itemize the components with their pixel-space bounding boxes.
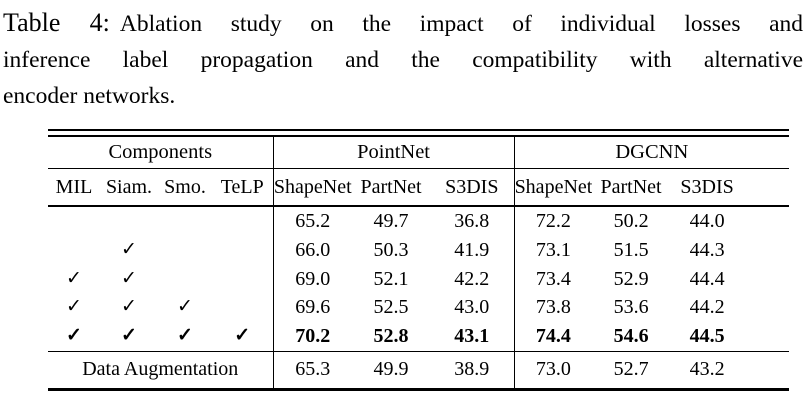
- data-augmentation-row: Data Augmentation 65.3 49.9 38.9 73.0 52…: [48, 351, 789, 390]
- check-cell: ✓: [121, 296, 137, 318]
- caption-text-line-2: inference label propagation and the comp…: [3, 47, 803, 73]
- check-cell: ✓: [212, 322, 274, 352]
- value-cell: 44.3: [689, 238, 725, 261]
- ablation-row-1: 65.2 49.7 36.8 72.2 50.2 44.0: [48, 206, 789, 236]
- data-augmentation-label: Data Augmentation: [48, 351, 274, 390]
- check-cell: ✓: [158, 322, 212, 352]
- value-cell: 53.6: [613, 296, 649, 319]
- ablation-row-2: ✓ 66.0 50.3 41.9 73.1 51.5 44.3: [48, 235, 789, 265]
- col-header-telp: TeLP: [212, 168, 274, 207]
- value-cell: 50.2: [613, 210, 649, 232]
- caption-text-line-1: Ablation study on the impact of individu…: [119, 11, 804, 37]
- value-cell: 51.5: [613, 238, 649, 261]
- value-cell: 69.0: [295, 267, 331, 290]
- value-cell: 44.2: [689, 296, 725, 319]
- check-cell: ✓: [177, 296, 193, 318]
- col-header-pointnet-partnet: PartNet: [352, 168, 431, 207]
- group-header-dgcnn: DGCNN: [514, 137, 790, 169]
- value-cell: 73.4: [535, 267, 571, 290]
- check-cell: ✓: [66, 296, 82, 318]
- caption-line-3: encoder networks.: [3, 78, 803, 114]
- value-cell: 44.5: [670, 322, 790, 352]
- value-cell: 72.2: [535, 210, 571, 232]
- check-cell: ✓: [66, 267, 82, 289]
- group-header-row: Components PointNet DGCNN: [48, 137, 790, 169]
- check-cell: ✓: [48, 322, 100, 352]
- table-top-double-rule: [48, 129, 789, 137]
- group-header-pointnet: PointNet: [273, 137, 515, 169]
- value-cell: 69.6: [295, 296, 331, 319]
- value-cell: 49.7: [373, 210, 409, 232]
- table-container: Components PointNet DGCNN MIL Siam. Smo.…: [48, 129, 790, 391]
- check-cell: [158, 265, 212, 294]
- col-header-mil: MIL: [48, 168, 100, 207]
- check-cell: [158, 236, 212, 265]
- value-cell: 36.8: [430, 206, 515, 236]
- group-header-components: Components: [48, 137, 274, 169]
- check-cell: [212, 235, 274, 265]
- value-cell: 54.6: [592, 322, 671, 352]
- ablation-table: Components PointNet DGCNN MIL Siam. Smo.…: [48, 137, 790, 391]
- value-cell: 73.8: [535, 296, 571, 319]
- table-caption: Table 4: Ablation study on the impact of …: [0, 5, 803, 114]
- check-cell: ✓: [100, 322, 158, 352]
- caption-text-line-3: encoder networks.: [3, 83, 176, 109]
- value-cell: 41.9: [430, 235, 515, 265]
- value-cell: 65.2: [295, 210, 331, 232]
- value-cell: 70.2: [273, 322, 353, 352]
- ablation-row-3: ✓ ✓ 69.0 52.1 42.2 73.4 52.9 44.4: [48, 264, 789, 294]
- value-cell: 52.1: [373, 267, 409, 290]
- col-header-pointnet-shapenet: ShapeNet: [273, 168, 353, 207]
- caption-line-1: Table 4: Ablation study on the impact of …: [3, 5, 803, 42]
- col-header-siam: Siam.: [100, 168, 158, 207]
- value-cell: 73.0: [535, 358, 571, 381]
- value-cell: 52.8: [352, 322, 431, 352]
- caption-table-number: Table 4:: [3, 8, 110, 37]
- value-cell: 66.0: [295, 238, 331, 261]
- value-cell: 44.0: [689, 210, 725, 232]
- caption-line-2: inference label propagation and the comp…: [3, 42, 803, 78]
- check-cell: ✓: [121, 238, 137, 260]
- value-cell: 50.3: [373, 238, 409, 261]
- value-cell: 43.0: [430, 293, 515, 323]
- value-cell: 52.7: [613, 358, 649, 381]
- value-cell: 44.4: [689, 267, 725, 290]
- value-cell: 43.2: [689, 358, 725, 381]
- col-header-smo: Smo.: [158, 168, 212, 207]
- value-cell: 43.1: [430, 322, 515, 352]
- sub-header-row: MIL Siam. Smo. TeLP ShapeNet PartNet S3D…: [48, 168, 790, 207]
- value-cell: 65.3: [295, 358, 331, 381]
- check-cell: [212, 264, 274, 294]
- col-header-dgcnn-shapenet: ShapeNet: [514, 168, 593, 207]
- value-cell: 73.1: [535, 238, 571, 261]
- check-cell: [48, 206, 100, 236]
- check-cell: [212, 206, 274, 236]
- value-cell: 52.9: [613, 267, 649, 290]
- value-cell: 49.9: [373, 358, 409, 381]
- ablation-row-5-best: ✓ ✓ ✓ ✓ 70.2 52.8 43.1 74.4 54.6 44.5: [48, 322, 790, 352]
- check-cell: [48, 236, 100, 265]
- check-cell: [158, 206, 212, 236]
- check-cell: [100, 206, 158, 236]
- check-cell: ✓: [121, 267, 137, 289]
- ablation-row-4: ✓ ✓ ✓ 69.6 52.5 43.0 73.8 53.6 44.2: [48, 293, 789, 323]
- col-header-pointnet-s3dis: S3DIS: [430, 168, 515, 207]
- col-header-dgcnn-partnet: PartNet: [592, 168, 671, 207]
- value-cell: 42.2: [430, 264, 515, 294]
- check-cell: [212, 293, 274, 323]
- col-header-dgcnn-s3dis: S3DIS: [670, 168, 790, 207]
- value-cell: 38.9: [430, 351, 515, 390]
- value-cell: 74.4: [514, 322, 593, 352]
- value-cell: 52.5: [373, 296, 409, 319]
